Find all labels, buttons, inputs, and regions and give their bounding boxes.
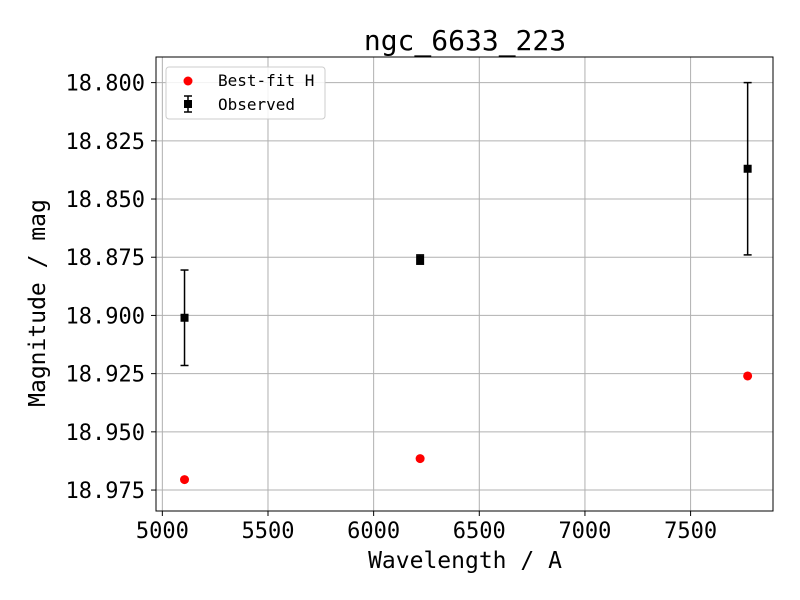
best-fit-point [743,371,753,381]
y-tick-label: 18.850 [66,188,145,213]
legend-frame [165,66,326,120]
y-tick-label: 18.900 [66,304,145,329]
legend: Best-fit H Observed [165,66,326,120]
y-tick-label: 18.800 [66,72,145,97]
legend-label-best-fit: Best-fit H [218,71,314,90]
observed-point [416,255,425,264]
legend-marker-best-fit [183,76,193,86]
x-tick-label: 7000 [558,519,611,544]
x-tick-label: 6000 [347,519,400,544]
best-fit-point [415,454,425,464]
y-axis-label: Magnitude / mag [25,199,51,407]
y-tick-label: 18.875 [66,246,145,271]
observed-point [743,164,752,173]
y-tick-label: 18.925 [66,363,145,388]
best-fit-point [180,475,190,485]
observed-point [180,313,189,322]
x-tick-label: 5000 [136,519,189,544]
axis-ticks: 5000 5500 6000 6500 7000 7500 18.800 18.825 18.8… [66,72,718,544]
y-tick-label: 18.950 [66,421,145,446]
x-tick-label: 5500 [241,519,294,544]
plot-area-frame [155,56,774,512]
chart-title: ngc_6633_223 [364,24,566,58]
y-tick-label: 18.975 [66,479,145,504]
y-tick-label: 18.825 [66,130,145,155]
grid-lines [156,57,773,511]
x-tick-label: 7500 [664,519,717,544]
x-tick-label: 6500 [453,519,506,544]
legend-label-observed: Observed [218,95,295,114]
data-series [180,81,753,485]
legend-marker-observed [184,100,192,108]
x-axis-label: Wavelength / A [368,548,562,574]
